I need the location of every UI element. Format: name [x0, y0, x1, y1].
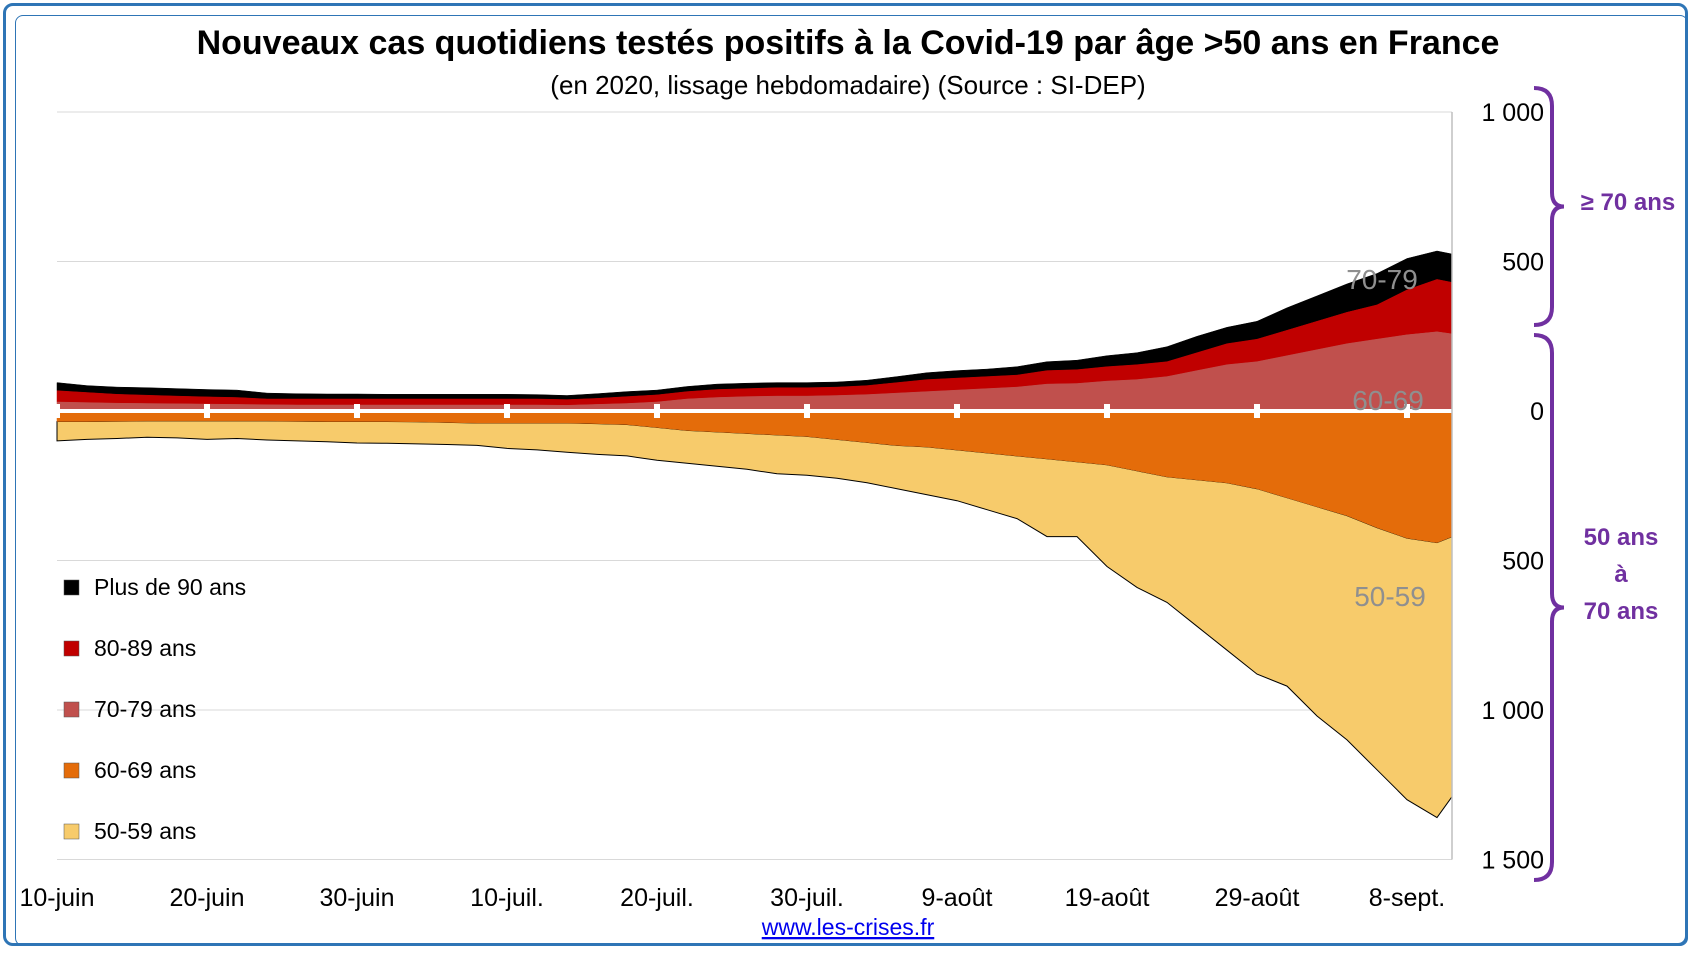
y-tick-upper-2: 0	[1530, 398, 1544, 426]
annotation-2: 50-59	[1354, 581, 1426, 612]
legend-label-3: 60-69 ans	[94, 757, 196, 783]
legend: Plus de 90 ans 80-89 ans 70-79 ans 60-69 an…	[63, 574, 246, 844]
brace-label-lower-2: 70 ans	[1584, 598, 1659, 625]
brace-label-lower-0: 50 ans	[1584, 524, 1659, 551]
zero-tick-7	[1104, 404, 1110, 418]
legend-swatch-0	[63, 579, 80, 596]
chart-title: Nouveaux cas quotidiens testés positifs …	[197, 24, 1500, 62]
x-tick-label-7: 19-août	[1065, 884, 1150, 912]
y-tick-upper-1: 500	[1502, 249, 1544, 277]
brace-lower	[1533, 333, 1565, 882]
x-tick-label-6: 9-août	[922, 884, 993, 912]
zero-tick-0	[54, 404, 60, 418]
y-tick-upper-0: 1 000	[1481, 99, 1544, 127]
legend-label-0: Plus de 90 ans	[94, 574, 246, 600]
legend-swatch-3	[63, 762, 80, 779]
brace-label-lower-1: à	[1614, 561, 1628, 588]
x-tick-label-5: 30-juil.	[770, 884, 844, 912]
legend-label-2: 70-79 ans	[94, 696, 196, 722]
y-tick-lower-1: 1 000	[1481, 697, 1544, 725]
chart-subtitle: (en 2020, lissage hebdomadaire) (Source …	[550, 70, 1145, 100]
legend-swatch-2	[63, 701, 80, 718]
zero-tick-4	[654, 404, 660, 418]
braces: ≥ 70 ans 50 ans à 70 ans	[1533, 86, 1676, 882]
zero-tick-2	[354, 404, 360, 418]
x-tick-label-2: 30-juin	[319, 884, 394, 912]
annotation-1: 60-69	[1352, 385, 1424, 416]
x-tick-label-0: 10-juin	[19, 884, 94, 912]
brace-label-upper: ≥ 70 ans	[1581, 189, 1676, 216]
zero-tick-5	[804, 404, 810, 418]
y-tick-lower-0: 500	[1502, 548, 1544, 576]
legend-label-1: 80-89 ans	[94, 635, 196, 661]
zero-tick-1	[204, 404, 210, 418]
chart-frame-inner	[15, 15, 1688, 946]
zero-tick-8	[1254, 404, 1260, 418]
brace-upper	[1533, 86, 1565, 327]
legend-label-4: 50-59 ans	[94, 818, 196, 844]
zero-line-group	[54, 404, 1452, 418]
annotation-0: 70-79	[1346, 264, 1418, 295]
x-tick-label-9: 8-sept.	[1369, 884, 1445, 912]
annotations: 70-79 60-69 50-59	[1346, 264, 1426, 612]
zero-tick-6	[954, 404, 960, 418]
x-tick-label-8: 29-août	[1215, 884, 1300, 912]
zero-tick-3	[504, 404, 510, 418]
y-axis: 1 000 500 0 500 1 000 1 500	[1451, 99, 1544, 875]
x-axis: 10-juin 20-juin 30-juin 10-juil. 20-juil. 30-…	[19, 884, 1445, 912]
stacked-areas	[56, 250, 1453, 819]
legend-swatch-1	[63, 640, 80, 657]
legend-swatch-4	[63, 823, 80, 840]
zero-tick-9	[1404, 404, 1410, 418]
y-tick-lower-2: 1 500	[1481, 847, 1544, 875]
source-link[interactable]: www.les-crises.fr	[761, 914, 935, 940]
x-tick-label-4: 20-juil.	[620, 884, 694, 912]
x-tick-label-1: 20-juin	[169, 884, 244, 912]
x-tick-label-3: 10-juil.	[470, 884, 544, 912]
